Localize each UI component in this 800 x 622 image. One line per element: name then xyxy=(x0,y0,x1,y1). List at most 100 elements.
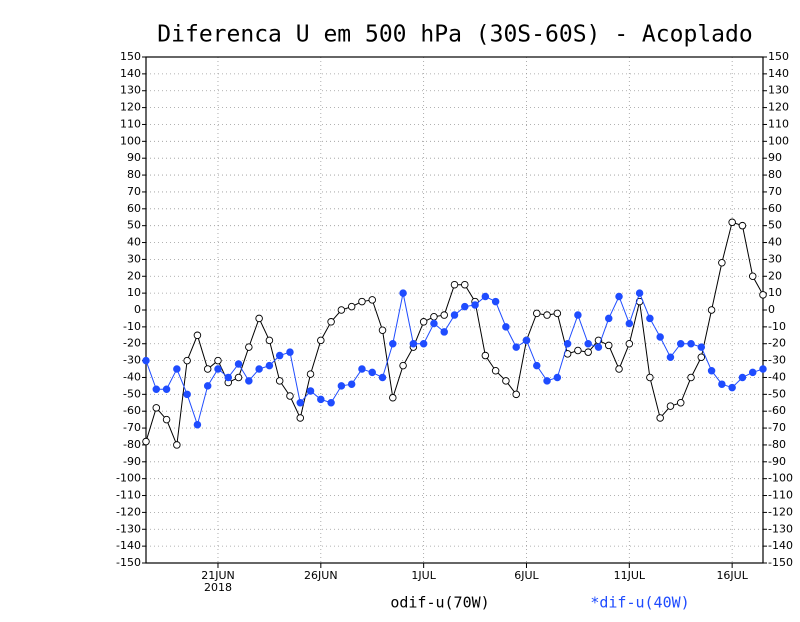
point xyxy=(152,404,161,412)
point xyxy=(615,365,623,373)
point xyxy=(666,402,675,410)
chart-title: Diferenca U em 500 hPa (30S-60S) - Acopl… xyxy=(157,22,752,48)
point xyxy=(378,326,387,334)
y2-tick-label: -150 xyxy=(768,556,793,569)
point xyxy=(646,373,654,382)
point xyxy=(419,339,428,348)
point xyxy=(635,289,644,297)
point xyxy=(317,336,325,345)
point xyxy=(502,323,510,331)
point xyxy=(728,218,736,227)
y-tick-label: 70 xyxy=(127,185,141,198)
x-tick-label: 1JUL xyxy=(411,569,436,582)
point xyxy=(512,343,520,351)
point xyxy=(440,328,448,336)
point xyxy=(306,370,315,378)
legend-entry: *dif-u(40W) xyxy=(590,594,689,612)
y-tick-label: 80 xyxy=(127,168,141,181)
point xyxy=(543,377,551,385)
point xyxy=(481,292,490,301)
point xyxy=(173,441,181,449)
point xyxy=(286,348,294,356)
point xyxy=(656,333,664,341)
point xyxy=(368,368,376,377)
point xyxy=(543,311,551,319)
point xyxy=(625,339,634,348)
point xyxy=(533,309,541,318)
point xyxy=(245,343,253,351)
point xyxy=(193,331,202,340)
point xyxy=(275,351,284,360)
point xyxy=(594,343,603,351)
y2-tick-label: -140 xyxy=(768,539,793,552)
y-tick-label: 100 xyxy=(120,134,141,147)
point xyxy=(409,339,418,348)
y-tick-label: -140 xyxy=(116,539,141,552)
plot-frame xyxy=(145,56,764,564)
point xyxy=(162,385,171,394)
y2-tick-label: 140 xyxy=(768,67,789,80)
point xyxy=(615,292,623,301)
y2-tick-label: 100 xyxy=(768,134,789,147)
y-tick-label: -100 xyxy=(116,472,141,485)
point xyxy=(563,339,572,348)
y2-tick-label: 60 xyxy=(768,202,782,215)
point xyxy=(265,336,274,345)
point xyxy=(317,395,325,404)
y-tick-label: -30 xyxy=(123,354,141,367)
y2-tick-label: -80 xyxy=(768,438,786,451)
point xyxy=(255,365,263,373)
point xyxy=(347,302,356,311)
y2-tick-label: 20 xyxy=(768,269,782,282)
point xyxy=(203,365,212,373)
point xyxy=(275,377,284,385)
point xyxy=(173,365,181,373)
point xyxy=(584,339,592,348)
point xyxy=(203,382,212,390)
y-tick-label: 0 xyxy=(134,303,141,316)
point xyxy=(553,373,562,382)
y-tick-label: -70 xyxy=(123,421,141,434)
y2-tick-label: 130 xyxy=(768,84,789,97)
y-tick-label: 40 xyxy=(127,236,141,249)
y2-tick-label: -60 xyxy=(768,404,786,417)
point xyxy=(718,259,726,267)
point xyxy=(193,420,202,429)
x-tick-label: 11JUL xyxy=(614,569,646,582)
point xyxy=(533,361,541,370)
point xyxy=(707,366,716,375)
point xyxy=(646,314,654,323)
y2-tick-label: -40 xyxy=(768,370,786,383)
point xyxy=(461,280,469,289)
point xyxy=(502,377,510,385)
y2-tick-label: -50 xyxy=(768,387,786,400)
point xyxy=(697,353,706,361)
y-tick-label: 30 xyxy=(127,252,141,265)
point xyxy=(738,373,747,382)
y2-tick-label: -130 xyxy=(768,522,793,535)
point xyxy=(234,360,243,368)
point xyxy=(255,314,263,323)
point xyxy=(450,311,459,319)
point xyxy=(389,393,397,402)
point xyxy=(687,339,695,348)
point xyxy=(142,356,150,365)
legend-entry: odif-u(70W) xyxy=(390,594,489,612)
y2-tick-label: -20 xyxy=(768,337,786,350)
y-tick-label: 140 xyxy=(120,67,141,80)
y2-tick-label: -10 xyxy=(768,320,786,333)
y2-tick-label: 90 xyxy=(768,151,782,164)
y-tick-label: 90 xyxy=(127,151,141,164)
point xyxy=(738,221,747,230)
point xyxy=(214,365,222,373)
y-tick-label: -60 xyxy=(123,404,141,417)
y-tick-label: -10 xyxy=(123,320,141,333)
y2-tick-label: 50 xyxy=(768,219,782,232)
point xyxy=(214,356,222,365)
y2-tick-label: -70 xyxy=(768,421,786,434)
point xyxy=(687,373,695,382)
point xyxy=(378,373,387,382)
point xyxy=(605,341,613,350)
y-tick-label: -130 xyxy=(116,522,141,535)
